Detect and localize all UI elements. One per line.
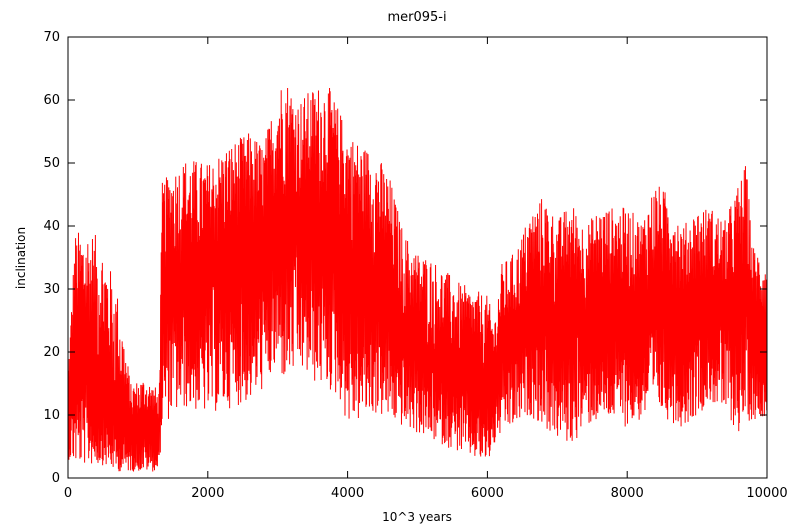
- y-tick-label: 20: [43, 345, 60, 360]
- series-layer: [68, 88, 767, 472]
- x-tick-label: 4000: [331, 486, 364, 501]
- y-tick-label: 70: [43, 30, 60, 45]
- chart-title: mer095-i: [387, 10, 446, 25]
- y-tick-label: 60: [43, 93, 60, 108]
- y-tick-label: 10: [43, 408, 60, 423]
- x-tick-label: 0: [64, 486, 72, 501]
- x-axis-label: 10^3 years: [382, 510, 452, 524]
- y-tick-label: 0: [52, 471, 60, 486]
- y-tick-label: 50: [43, 156, 60, 171]
- x-tick-label: 6000: [471, 486, 504, 501]
- x-tick-label: 2000: [191, 486, 224, 501]
- y-axis-label: inclination: [14, 227, 28, 289]
- x-tick-label: 8000: [611, 486, 644, 501]
- x-tick-label: 10000: [746, 486, 787, 501]
- inclination-series-line: [68, 88, 767, 472]
- y-tick-label: 40: [43, 219, 60, 234]
- y-tick-label: 30: [43, 282, 60, 297]
